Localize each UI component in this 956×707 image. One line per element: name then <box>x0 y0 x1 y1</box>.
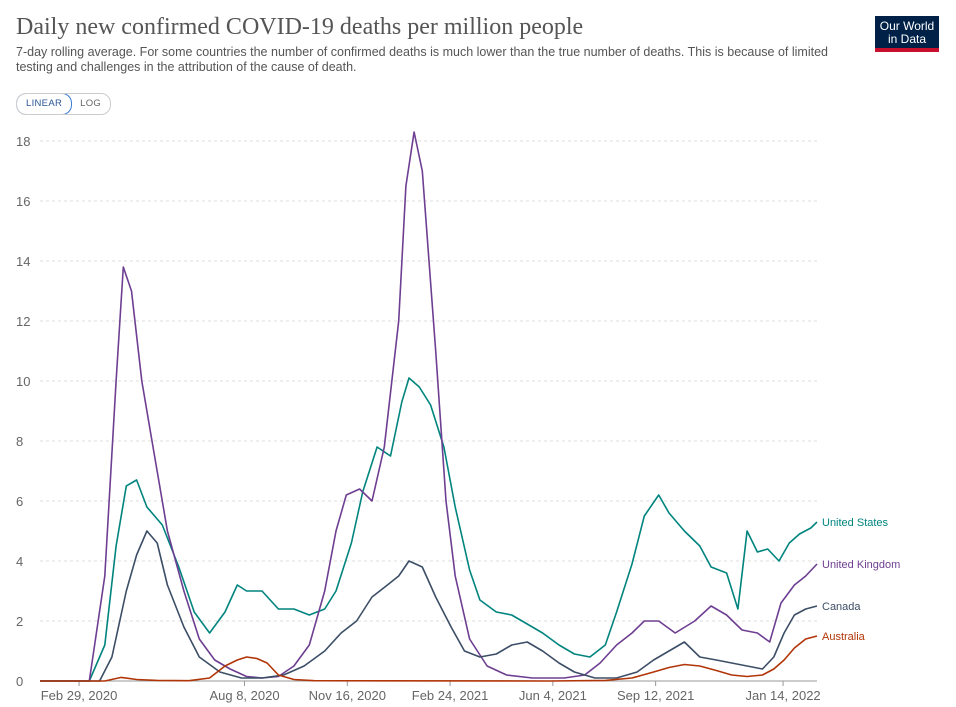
x-tick-label: Feb 24, 2021 <box>412 688 489 703</box>
scale-toggle: LINEAR LOG <box>16 93 112 115</box>
series-line-united-states <box>40 377 818 682</box>
y-tick-label: 10 <box>16 374 30 389</box>
x-tick-label: Nov 16, 2020 <box>309 688 386 703</box>
line-chart: 0 2 4 6 8 10 12 14 16 18 Feb 29, 2020 Aug 8, 2020 No… <box>16 131 900 703</box>
y-tick-label: 6 <box>16 494 23 509</box>
x-tick-label: Feb 29, 2020 <box>41 688 118 703</box>
series-line-united-kingdom <box>40 131 818 682</box>
x-tick-label: Aug 8, 2020 <box>209 688 279 703</box>
series-line-australia <box>40 635 818 682</box>
series-label: United Kingdom <box>822 559 900 571</box>
y-tick-label: 4 <box>16 554 23 569</box>
y-tick-label: 16 <box>16 194 30 209</box>
x-tick-label: Jun 4, 2021 <box>519 688 587 703</box>
y-tick-label: 14 <box>16 254 30 269</box>
series-label: Canada <box>822 601 861 613</box>
log-scale-button[interactable]: LOG <box>80 98 102 109</box>
y-tick-label: 18 <box>16 134 30 149</box>
logo-line-2: in Data <box>887 32 927 46</box>
logo-line-1: Our World <box>879 19 935 33</box>
owid-logo[interactable]: Our World in Data <box>875 16 939 52</box>
chart-subtitle: 7-day rolling average. For some countrie… <box>16 45 828 74</box>
linear-scale-button[interactable]: LINEAR <box>17 94 73 114</box>
y-tick-label: 0 <box>16 674 23 689</box>
x-tick-label: Sep 12, 2021 <box>617 688 694 703</box>
x-tick-label: Jan 14, 2022 <box>745 688 820 703</box>
series-line-canada <box>40 530 818 682</box>
y-tick-label: 2 <box>16 614 23 629</box>
y-tick-label: 12 <box>16 314 30 329</box>
series-label: Australia <box>822 631 866 643</box>
chart-title: Daily new confirmed COVID-19 deaths per … <box>16 14 584 40</box>
series-label: United States <box>822 517 889 529</box>
y-tick-label: 8 <box>16 434 23 449</box>
